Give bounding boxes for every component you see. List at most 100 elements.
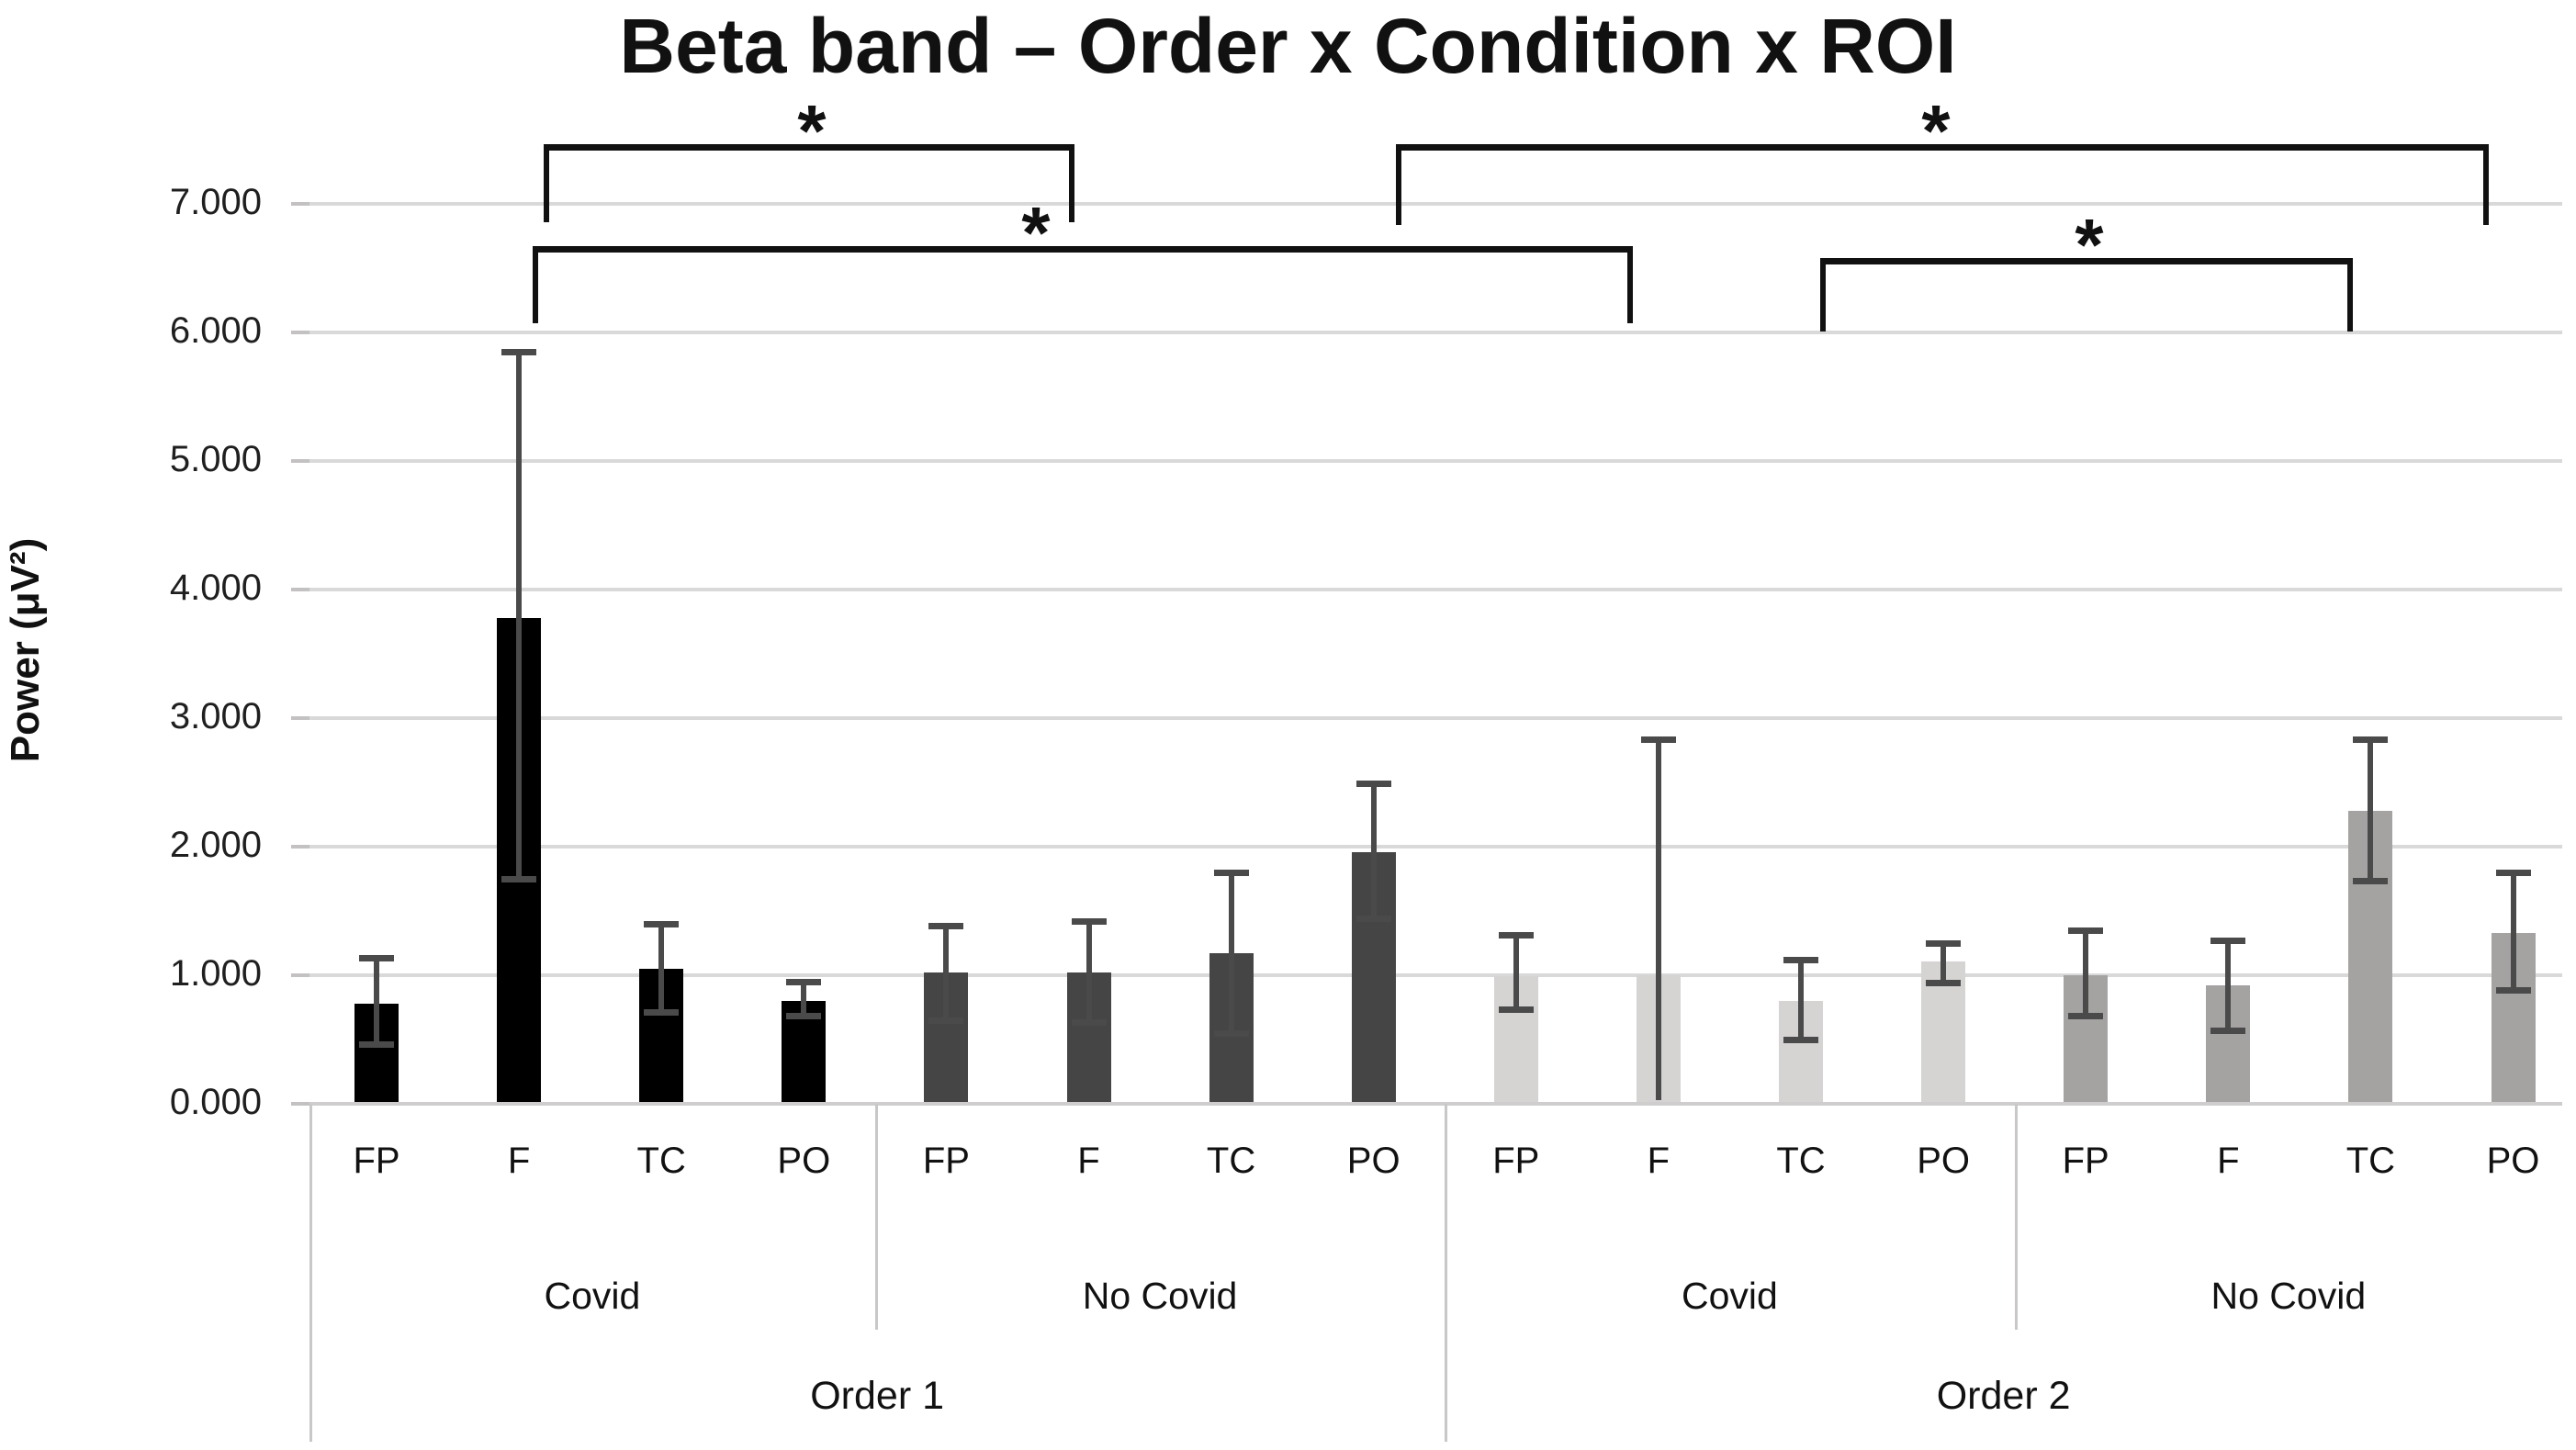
axis-table-condition-divider bbox=[2015, 1104, 2018, 1330]
error-bar-cap-bottom bbox=[1498, 1006, 1534, 1014]
error-bar-cap-top bbox=[1071, 917, 1107, 925]
gridline bbox=[309, 331, 2562, 334]
error-bar-line bbox=[2083, 930, 2089, 1017]
significance-star: * bbox=[797, 90, 827, 172]
error-bar-cap-top bbox=[2068, 927, 2104, 934]
y-axis-tick-label: 1.000 bbox=[169, 953, 262, 994]
y-axis-tick bbox=[291, 716, 309, 720]
error-bar-cap-bottom bbox=[928, 1017, 964, 1024]
x-axis-roi-label: F bbox=[1647, 1141, 1670, 1181]
x-axis-roi-label: F bbox=[507, 1141, 531, 1181]
x-axis-roi-label: FP bbox=[353, 1141, 400, 1181]
significance-star: * bbox=[1921, 90, 1951, 172]
error-bar-line bbox=[516, 352, 523, 879]
error-bar-line bbox=[801, 982, 807, 1017]
error-bar-cap-top bbox=[1783, 956, 1818, 963]
x-axis-roi-label: PO bbox=[2486, 1141, 2540, 1181]
error-bar-line bbox=[2368, 739, 2374, 882]
gridline bbox=[309, 716, 2562, 720]
y-axis-title: Power (μV²) bbox=[3, 537, 48, 763]
error-bar-line bbox=[374, 958, 379, 1045]
error-bar-cap-bottom bbox=[1355, 915, 1391, 922]
gridline bbox=[309, 459, 2562, 463]
x-axis-roi-label: TC bbox=[1206, 1141, 1256, 1181]
y-axis-tick-label: 2.000 bbox=[169, 825, 262, 865]
error-bar-cap-top bbox=[2495, 869, 2531, 876]
error-bar-cap-bottom bbox=[1213, 1029, 1249, 1037]
error-bar-cap-bottom bbox=[1071, 1019, 1107, 1027]
x-axis-condition-label: Covid bbox=[544, 1275, 641, 1317]
y-axis-tick bbox=[291, 973, 309, 977]
x-axis-roi-label: TC bbox=[636, 1141, 686, 1181]
y-axis-tick bbox=[291, 1102, 309, 1106]
gridline bbox=[309, 973, 2562, 977]
error-bar-cap-bottom bbox=[501, 875, 537, 882]
error-bar-cap-bottom bbox=[2353, 878, 2389, 885]
x-axis-condition-label: No Covid bbox=[1082, 1275, 1238, 1317]
error-bar-cap-top bbox=[786, 978, 822, 985]
x-axis-roi-label: F bbox=[2217, 1141, 2240, 1181]
gridline bbox=[309, 845, 2562, 849]
significance-bracket bbox=[1396, 144, 2489, 225]
error-bar-line bbox=[1513, 935, 1519, 1010]
error-bar-cap-bottom bbox=[1926, 979, 1962, 986]
x-axis-roi-label: FP bbox=[922, 1141, 970, 1181]
y-axis-tick bbox=[291, 459, 309, 463]
y-axis-tick-label: 3.000 bbox=[169, 696, 262, 736]
gridline bbox=[309, 588, 2562, 591]
error-bar-line bbox=[1370, 783, 1377, 919]
error-bar-line bbox=[2510, 872, 2516, 991]
significance-bracket bbox=[544, 144, 1074, 222]
error-bar-line bbox=[1655, 739, 1661, 1100]
x-axis-roi-label: PO bbox=[777, 1141, 831, 1181]
chart-title: Beta band – Order x Condition x ROI bbox=[619, 3, 1957, 89]
error-bar-line bbox=[2225, 940, 2232, 1031]
y-axis-tick-label: 7.000 bbox=[169, 182, 262, 222]
y-axis-tick bbox=[291, 845, 309, 849]
error-bar-cap-top bbox=[644, 920, 680, 927]
y-axis-tick-label: 0.000 bbox=[169, 1082, 262, 1122]
error-bar-cap-top bbox=[928, 923, 964, 930]
error-bar-line bbox=[658, 924, 665, 1013]
x-axis-roi-label: FP bbox=[2062, 1141, 2109, 1181]
error-bar-cap-top bbox=[1640, 736, 1676, 744]
error-bar-cap-bottom bbox=[644, 1009, 680, 1017]
y-axis-tick bbox=[291, 331, 309, 334]
gridline bbox=[309, 202, 2562, 206]
x-axis-roi-label: PO bbox=[1346, 1141, 1400, 1181]
error-bar-cap-bottom bbox=[2068, 1013, 2104, 1020]
error-bar-cap-top bbox=[501, 348, 537, 355]
x-axis-order-label: Order 2 bbox=[1936, 1374, 2071, 1418]
x-axis-roi-label: PO bbox=[1917, 1141, 1970, 1181]
axis-table-condition-divider bbox=[875, 1104, 878, 1330]
error-bar-line bbox=[1940, 943, 1947, 984]
x-axis-roi-label: TC bbox=[1776, 1141, 1826, 1181]
error-bar-cap-top bbox=[1355, 780, 1391, 787]
x-axis-roi-label: F bbox=[1077, 1141, 1100, 1181]
error-bar-cap-top bbox=[2353, 736, 2389, 744]
x-axis-roi-label: TC bbox=[2345, 1141, 2396, 1181]
error-bar-cap-bottom bbox=[359, 1041, 394, 1049]
error-bar-cap-top bbox=[1213, 869, 1249, 876]
error-bar-cap-bottom bbox=[786, 1013, 822, 1020]
x-axis-condition-label: Covid bbox=[1682, 1275, 1778, 1317]
axis-table-left-edge bbox=[309, 1104, 312, 1442]
significance-bracket bbox=[533, 246, 1633, 323]
error-bar-line bbox=[943, 926, 950, 1020]
x-axis-baseline bbox=[309, 1102, 2562, 1106]
error-bar-cap-top bbox=[359, 955, 394, 962]
y-axis-tick-label: 5.000 bbox=[169, 439, 262, 479]
error-bar-line bbox=[1228, 872, 1234, 1033]
error-bar-cap-bottom bbox=[2210, 1027, 2246, 1034]
x-axis-condition-label: No Covid bbox=[2210, 1275, 2367, 1317]
axis-table-order-divider bbox=[1445, 1104, 1447, 1442]
x-axis-roi-label: FP bbox=[1492, 1141, 1540, 1181]
error-bar-line bbox=[1086, 921, 1092, 1023]
x-axis-order-label: Order 1 bbox=[810, 1374, 945, 1418]
error-bar-cap-bottom bbox=[2495, 987, 2531, 995]
significance-star: * bbox=[1021, 192, 1051, 274]
y-axis-tick-label: 6.000 bbox=[169, 310, 262, 351]
error-bar-cap-top bbox=[2210, 937, 2246, 944]
error-bar-cap-top bbox=[1926, 939, 1962, 947]
